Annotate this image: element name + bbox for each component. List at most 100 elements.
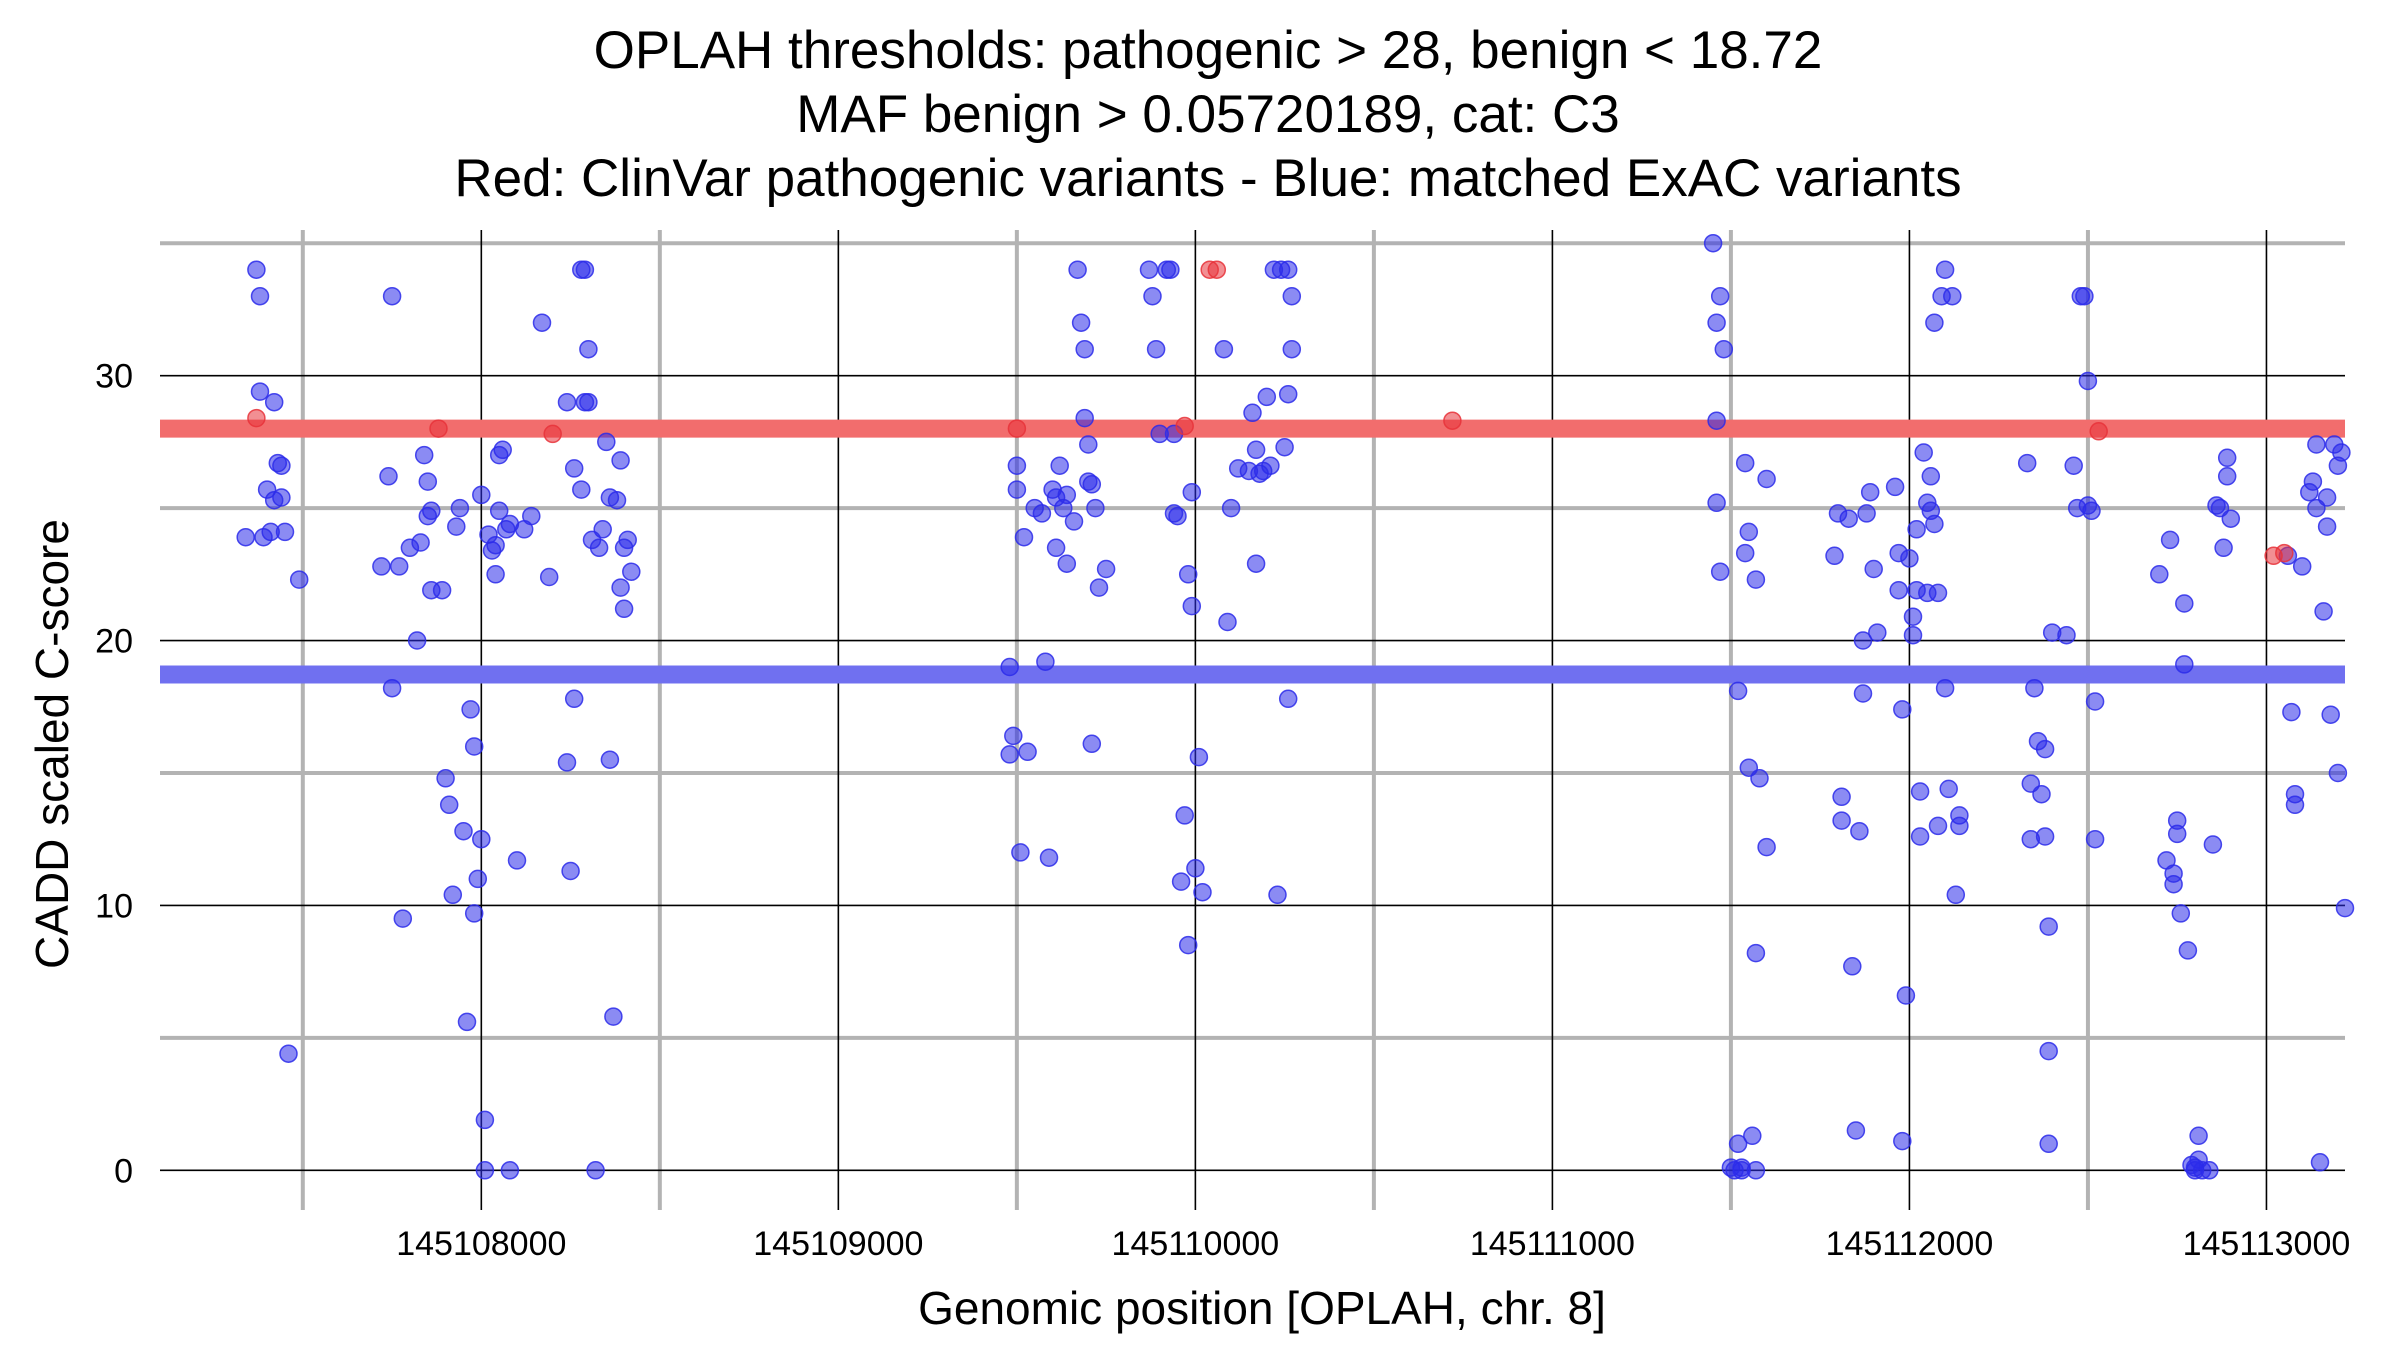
matched-exac-variants-point-279 [2307,435,2326,454]
matched-exac-variants-point-40 [468,869,488,889]
matched-exac-variants-point-47 [486,565,505,584]
matched-exac-variants-point-221 [1946,885,1966,905]
x-tick-label-2: 145110000 [1112,1225,1280,1263]
matched-exac-variants-point-158 [1707,411,1726,430]
matched-exac-variants-point-140 [1243,403,1262,423]
clinvar-pathogenic-variants-point-6 [1207,260,1227,279]
matched-exac-variants-point-215 [1928,816,1948,836]
matched-exac-variants-point-108 [1075,339,1094,359]
x-tick-label-1: 145109000 [753,1225,923,1263]
matched-exac-variants-point-175 [1746,1161,1766,1180]
matched-exac-variants-point-236 [2057,625,2076,645]
title-line-2: MAF benign > 0.05720189, cat: C3 [796,85,1620,144]
matched-exac-variants-point-284 [2321,705,2340,724]
matched-exac-variants-point-272 [2282,702,2301,722]
matched-exac-variants-point-15 [372,557,391,576]
matched-exac-variants-point-20 [393,909,413,928]
matched-exac-variants-point-58 [532,313,552,332]
matched-exac-variants-point-0 [236,527,255,547]
matched-exac-variants-point-218 [1935,678,1955,698]
matched-exac-variants-point-281 [2314,602,2333,621]
matched-exac-variants-point-34 [450,498,470,518]
matched-exac-variants-point-93 [1018,742,1037,762]
gridlines [160,230,2345,1210]
matched-exac-variants-point-19 [389,557,409,576]
matched-exac-variants-point-38 [464,737,484,756]
matched-exac-variants-point-205 [1910,782,1930,801]
matched-exac-variants-point-224 [2017,453,2037,473]
matched-exac-variants-point-30 [436,769,455,788]
matched-exac-variants-point-213 [1925,313,1944,332]
matched-exac-variants-point-194 [1885,477,1905,497]
matched-exac-variants-point-84 [618,530,637,550]
matched-exac-variants-point-148 [1268,885,1287,905]
matched-exac-variants-point-232 [2039,917,2058,936]
threshold-lines [160,419,2345,684]
matched-exac-variants-point-177 [1750,769,1769,788]
matched-exac-variants-point-63 [564,689,584,709]
matched-exac-variants-point-119 [1146,339,1166,359]
matched-exac-variants-point-64 [564,459,584,478]
matched-exac-variants-point-106 [1068,260,1087,279]
matched-exac-variants-point-70 [579,339,598,359]
clinvar-pathogenic-variants-point-1 [429,419,448,438]
matched-exac-variants-point-176 [1746,943,1766,963]
matched-exac-variants-point-127 [1175,806,1194,825]
matched-exac-variants-point-250 [2164,864,2183,883]
matched-exac-variants-point-87 [1000,745,1019,764]
matched-exac-variants-point-23 [411,533,430,552]
matched-exac-variants-point-95 [1032,504,1052,523]
matched-exac-variants-point-256 [2178,941,2198,960]
matched-exac-variants-point-192 [1864,559,1883,579]
matched-exac-variants-point-18 [382,678,402,698]
matched-exac-variants-point-185 [1843,957,1862,976]
matched-exac-variants-point-112 [1082,475,1102,494]
matched-exac-variants-point-210 [1921,467,1941,486]
matched-exac-variants-point-31 [439,795,459,815]
matched-exac-variants-point-214 [1928,583,1948,603]
matched-exac-variants-point-277 [2303,472,2323,491]
matched-exac-variants-point-103 [1057,485,1077,505]
matched-exac-variants-point-286 [2328,763,2348,783]
matched-exac-variants-point-237 [2064,456,2083,475]
matched-exac-variants-point-118 [1143,286,1162,306]
matched-exac-variants-point-169 [1735,453,1755,473]
matched-exac-variants-point-110 [1079,435,1098,454]
matched-exac-variants-point-33 [447,517,466,536]
clinvar-pathogenic-variants-point-3 [1007,419,1027,438]
matched-exac-variants-point-223 [1950,816,1969,836]
matched-exac-variants-point-174 [1746,570,1766,589]
matched-exac-variants-point-289 [2335,898,2355,918]
matched-exac-variants-point-115 [1089,578,1109,597]
clinvar-pathogenic-variants-point-4 [1175,416,1194,436]
matched-exac-variants-point-10 [272,456,291,475]
matched-exac-variants-point-234 [2039,1134,2058,1154]
matched-exac-variants-point-113 [1082,734,1102,754]
matched-exac-variants-point-280 [2310,1153,2330,1172]
matched-exac-variants-point-114 [1086,498,1105,518]
matched-exac-variants-point-283 [2317,488,2337,507]
matched-exac-variants-point-125 [1168,506,1187,526]
matched-exac-variants-point-133 [1189,747,1209,767]
matched-exac-variants-point-16 [379,467,398,486]
matched-exac-variants-point-32 [443,885,463,905]
matched-exac-variants-point-190 [1857,504,1876,523]
matched-exac-variants-point-186 [1846,1121,1866,1140]
matched-exac-variants-point-101 [1050,456,1069,475]
matched-exac-variants-point-269 [2217,467,2237,486]
y-tick-label-2: 20 [95,623,133,661]
matched-exac-variants-point-162 [1714,339,1734,359]
matched-exac-variants-point-99 [1046,538,1066,558]
title-line-1: OPLAH thresholds: pathogenic > 28, benig… [594,21,1823,80]
matched-exac-variants-point-78 [604,1007,623,1026]
matched-exac-variants-point-85 [622,562,641,581]
matched-exac-variants-point-171 [1739,522,1759,542]
matched-exac-variants-point-191 [1860,482,1880,502]
matched-exac-variants-point-35 [454,821,473,841]
x-tick-label-3: 145111000 [1470,1225,1635,1263]
matched-exac-variants-point-173 [1743,1126,1762,1146]
y-tick-label-0: 0 [114,1152,133,1190]
matched-exac-variants-point-36 [457,1012,477,1032]
matched-exac-variants-point-240 [2075,286,2094,306]
matched-exac-variants-point-130 [1182,482,1202,502]
